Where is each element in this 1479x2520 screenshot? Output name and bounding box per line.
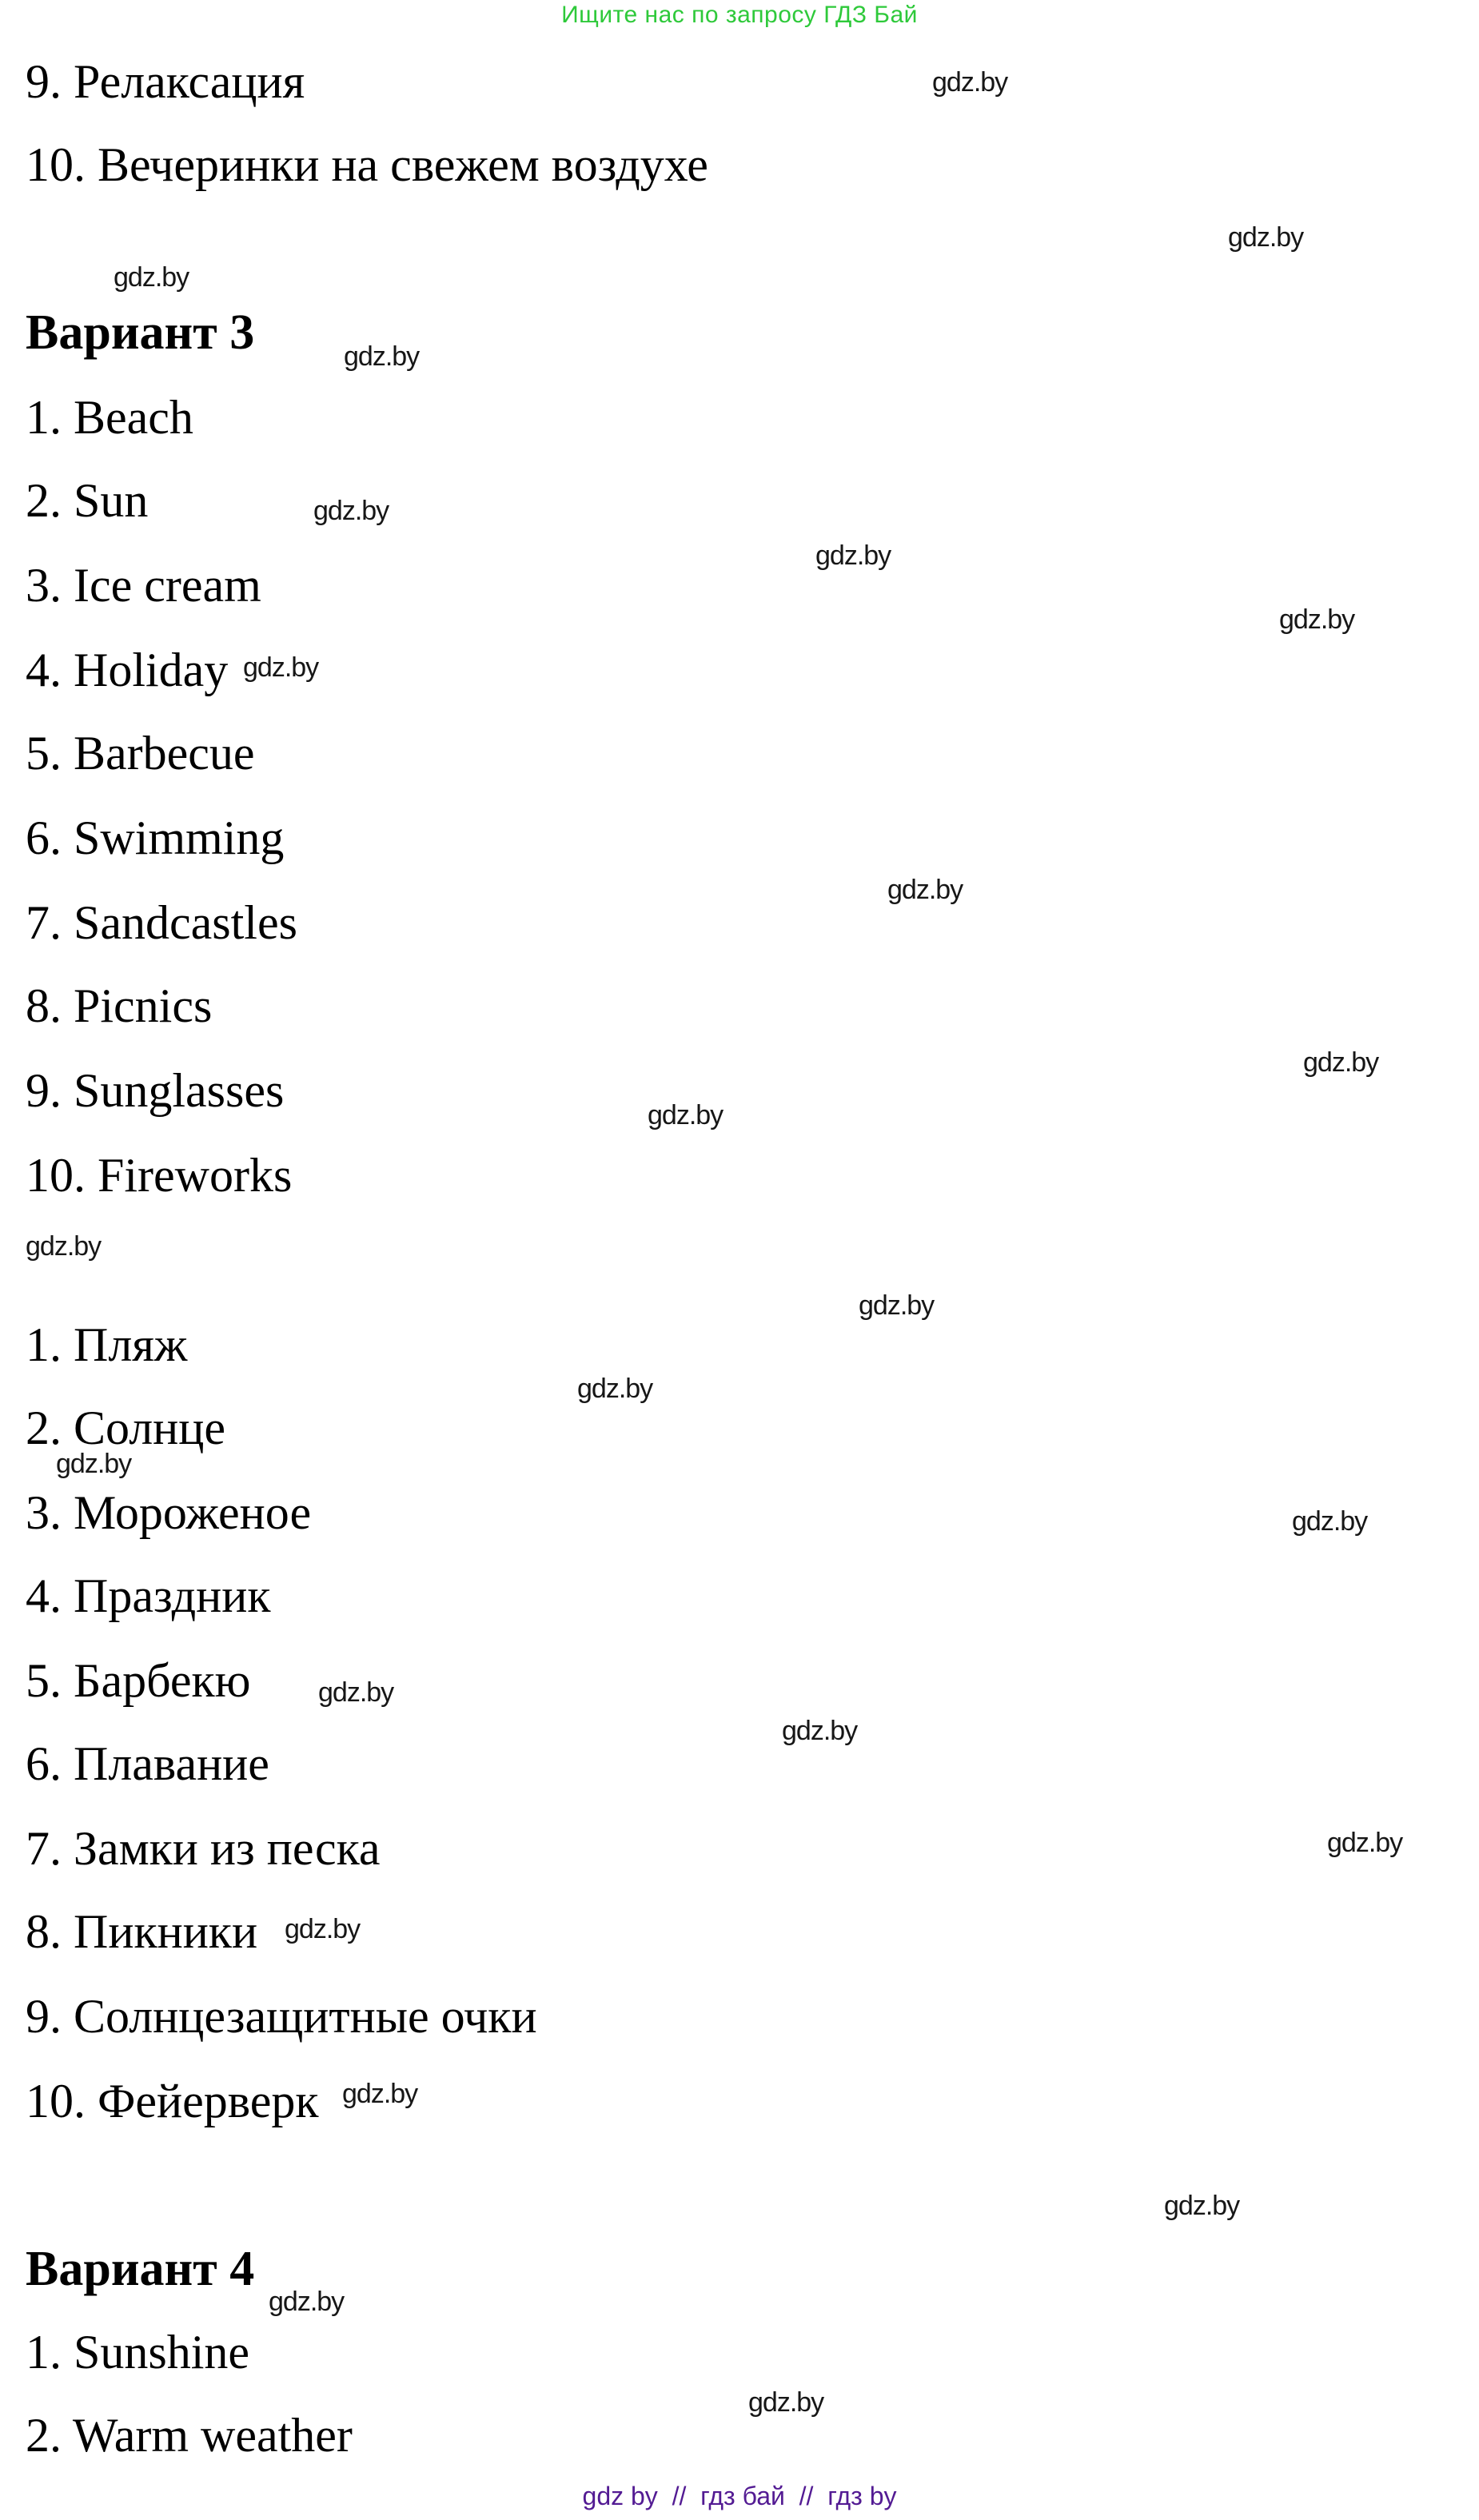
gdz-watermark: gdz.by: [342, 2079, 418, 2109]
list-item: 9. Sunglasses: [26, 1064, 285, 1117]
list-item: 2. Warm weather: [26, 2409, 353, 2462]
list-item: 10. Вечеринки на свежем воздухе: [26, 138, 708, 191]
gdz-watermark: gdz.by: [56, 1449, 132, 1479]
list-item: 5. Барбекю: [26, 1654, 251, 1707]
list-item: 9. Релаксация: [26, 55, 305, 108]
gdz-watermark: gdz.by: [577, 1374, 653, 1404]
gdz-watermark: gdz.by: [318, 1677, 394, 1708]
gdz-watermark: gdz.by: [1279, 604, 1355, 635]
section-heading: Вариант 3: [26, 305, 255, 360]
section-heading: Вариант 4: [26, 2242, 255, 2296]
list-item: 7. Замки из песка: [26, 1822, 381, 1875]
promo-banner-top: Ищите нас по запросу ГДЗ Бай: [561, 2, 918, 28]
gdz-watermark: gdz.by: [1327, 1828, 1403, 1858]
list-item: 1. Beach: [26, 391, 193, 444]
gdz-watermark: gdz.by: [243, 652, 319, 683]
list-item: 3. Мороженое: [26, 1486, 312, 1539]
list-item: 8. Picnics: [26, 979, 213, 1032]
gdz-watermark: gdz.by: [1228, 222, 1304, 253]
gdz-watermark: gdz.by: [114, 262, 189, 293]
gdz-watermark: gdz.by: [313, 496, 389, 526]
list-item: 4. Праздник: [26, 1569, 271, 1622]
gdz-watermark: gdz.by: [1164, 2191, 1240, 2221]
gdz-watermark: gdz.by: [1303, 1047, 1379, 1078]
list-item: 2. Солнце: [26, 1402, 226, 1454]
gdz-watermark: gdz.by: [344, 341, 420, 372]
gdz-watermark: gdz.by: [748, 2387, 824, 2418]
gdz-watermark: gdz.by: [285, 1914, 361, 1944]
list-item: 7. Sandcastles: [26, 896, 297, 949]
list-item: 6. Swimming: [26, 811, 285, 864]
list-item: 1. Sunshine: [26, 2326, 250, 2378]
gdz-watermark: gdz.by: [1292, 1506, 1368, 1537]
gdz-watermark: gdz.by: [26, 1231, 102, 1262]
gdz-watermark: gdz.by: [782, 1716, 858, 1746]
list-item: 9. Солнцезащитные очки: [26, 1990, 537, 2043]
list-item: 8. Пикники: [26, 1905, 258, 1958]
gdz-watermark: gdz.by: [815, 540, 891, 571]
list-item: 2. Sun: [26, 474, 149, 527]
list-item: 10. Фейерверк: [26, 2075, 319, 2127]
gdz-watermark: gdz.by: [932, 67, 1008, 98]
gdz-watermark: gdz.by: [648, 1100, 724, 1130]
list-item: 4. Holiday: [26, 644, 229, 696]
gdz-watermark: gdz.by: [887, 875, 963, 905]
list-item: 3. Ice cream: [26, 559, 261, 612]
list-item: 6. Плавание: [26, 1737, 269, 1790]
promo-banner-bottom: gdz by // гдз бай // гдз by: [582, 2482, 897, 2510]
list-item: 5. Barbecue: [26, 727, 255, 780]
gdz-watermark: gdz.by: [859, 1290, 935, 1321]
gdz-watermark: gdz.by: [269, 2287, 345, 2317]
list-item: 1. Пляж: [26, 1318, 188, 1371]
list-item: 10. Fireworks: [26, 1149, 293, 1202]
